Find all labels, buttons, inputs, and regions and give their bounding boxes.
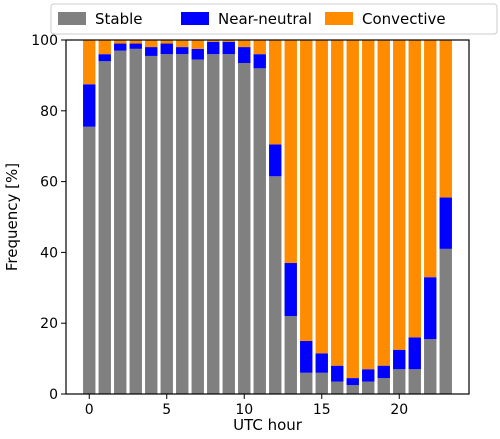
bar-convective-hour-12 bbox=[269, 40, 282, 145]
legend-swatch-near-neutral bbox=[181, 12, 209, 25]
bar-near-neutral-hour-17 bbox=[346, 378, 359, 386]
bar-stable-hour-0 bbox=[83, 126, 96, 394]
bar-stable-hour-10 bbox=[238, 63, 251, 394]
bar-convective-hour-15 bbox=[315, 40, 328, 354]
bar-near-neutral-hour-3 bbox=[129, 43, 142, 49]
bar-near-neutral-hour-6 bbox=[176, 47, 189, 55]
bar-convective-hour-11 bbox=[253, 40, 266, 55]
bar-near-neutral-hour-0 bbox=[83, 84, 96, 127]
y-tick-label: 20 bbox=[40, 316, 58, 332]
bar-stable-hour-2 bbox=[114, 50, 127, 395]
bar-convective-hour-4 bbox=[145, 40, 158, 48]
x-axis-label: UTC hour bbox=[233, 416, 303, 434]
x-tick-label: 0 bbox=[85, 402, 94, 418]
bar-stable-hour-18 bbox=[362, 381, 375, 394]
bar-convective-hour-10 bbox=[238, 40, 251, 48]
bar-convective-hour-5 bbox=[160, 40, 173, 44]
bar-stable-hour-5 bbox=[160, 54, 173, 394]
y-axis: 0 20 40 60 80 100 bbox=[31, 33, 66, 403]
bar-near-neutral-hour-10 bbox=[238, 47, 251, 64]
y-tick-label: 60 bbox=[40, 175, 58, 191]
bar-convective-hour-16 bbox=[331, 40, 344, 366]
bar-stable-hour-23 bbox=[439, 248, 452, 394]
bars-layer bbox=[83, 40, 452, 395]
bar-stable-hour-7 bbox=[191, 59, 204, 394]
bar-stable-hour-15 bbox=[315, 372, 328, 394]
y-axis-label: Frequency [%] bbox=[3, 163, 21, 271]
bar-convective-hour-1 bbox=[98, 40, 111, 55]
bar-stable-hour-19 bbox=[377, 378, 390, 394]
bar-stable-hour-22 bbox=[424, 339, 437, 394]
bar-convective-hour-14 bbox=[300, 40, 313, 341]
bar-stable-hour-1 bbox=[98, 61, 111, 395]
bar-near-neutral-hour-8 bbox=[207, 41, 220, 55]
bar-convective-hour-8 bbox=[207, 40, 220, 42]
bar-stable-hour-20 bbox=[393, 369, 406, 394]
bar-near-neutral-hour-14 bbox=[300, 340, 313, 373]
bar-near-neutral-hour-13 bbox=[284, 263, 297, 317]
bar-convective-hour-3 bbox=[129, 40, 142, 44]
legend-box bbox=[50, 3, 498, 35]
x-tick-label: 20 bbox=[390, 402, 408, 418]
bar-stable-hour-12 bbox=[269, 176, 282, 394]
bar-stable-hour-8 bbox=[207, 54, 220, 394]
bar-convective-hour-17 bbox=[346, 40, 359, 379]
plot-frame bbox=[65, 39, 470, 395]
x-tick-label: 5 bbox=[162, 402, 171, 418]
bar-convective-hour-13 bbox=[284, 40, 297, 264]
bar-stable-hour-9 bbox=[222, 54, 235, 394]
bar-stable-hour-13 bbox=[284, 316, 297, 394]
bar-convective-hour-7 bbox=[191, 40, 204, 49]
bar-stable-hour-16 bbox=[331, 381, 344, 394]
bar-near-neutral-hour-16 bbox=[331, 365, 344, 382]
bar-near-neutral-hour-19 bbox=[377, 365, 390, 379]
bar-near-neutral-hour-2 bbox=[114, 43, 127, 51]
bar-near-neutral-hour-23 bbox=[439, 197, 452, 249]
bar-near-neutral-hour-7 bbox=[191, 48, 204, 60]
x-axis: 0 5 10 15 20 bbox=[85, 394, 408, 418]
bar-near-neutral-hour-20 bbox=[393, 349, 406, 370]
bar-convective-hour-19 bbox=[377, 40, 390, 366]
bar-near-neutral-hour-21 bbox=[408, 337, 421, 370]
bar-near-neutral-hour-18 bbox=[362, 369, 375, 382]
legend-label-stable: Stable bbox=[95, 10, 143, 28]
bar-near-neutral-hour-12 bbox=[269, 144, 282, 177]
bar-near-neutral-hour-1 bbox=[98, 54, 111, 62]
bar-stable-hour-11 bbox=[253, 68, 266, 394]
bar-near-neutral-hour-15 bbox=[315, 353, 328, 373]
bar-near-neutral-hour-22 bbox=[424, 277, 437, 340]
bar-stable-hour-14 bbox=[300, 372, 313, 394]
legend-swatch-stable bbox=[58, 12, 86, 25]
legend-label-convective: Convective bbox=[362, 10, 446, 28]
x-tick-label: 10 bbox=[235, 402, 253, 418]
bar-stable-hour-21 bbox=[408, 369, 421, 394]
y-tick-label: 40 bbox=[40, 245, 58, 261]
y-tick-label: 0 bbox=[49, 387, 58, 403]
bar-stable-hour-17 bbox=[346, 385, 359, 394]
bar-convective-hour-9 bbox=[222, 40, 235, 42]
legend-swatch-convective bbox=[325, 12, 353, 25]
bar-convective-hour-21 bbox=[408, 40, 421, 338]
y-tick-label: 100 bbox=[31, 33, 58, 49]
bar-convective-hour-18 bbox=[362, 40, 375, 370]
bar-near-neutral-hour-5 bbox=[160, 43, 173, 55]
bar-convective-hour-2 bbox=[114, 40, 127, 44]
bar-stable-hour-3 bbox=[129, 48, 142, 394]
legend-label-near-neutral: Near-neutral bbox=[218, 10, 312, 28]
bar-convective-hour-6 bbox=[176, 40, 189, 48]
bar-near-neutral-hour-4 bbox=[145, 47, 158, 56]
y-tick-label: 80 bbox=[40, 104, 58, 120]
bar-stable-hour-4 bbox=[145, 55, 158, 395]
bar-stable-hour-6 bbox=[176, 54, 189, 394]
bar-convective-hour-23 bbox=[439, 40, 452, 198]
x-tick-label: 15 bbox=[313, 402, 331, 418]
bar-near-neutral-hour-11 bbox=[253, 54, 266, 69]
bar-convective-hour-20 bbox=[393, 40, 406, 350]
bar-near-neutral-hour-9 bbox=[222, 41, 235, 55]
legend: Stable Near-neutral Convective bbox=[50, 3, 498, 35]
bar-convective-hour-0 bbox=[83, 40, 96, 85]
bar-convective-hour-22 bbox=[424, 40, 437, 278]
